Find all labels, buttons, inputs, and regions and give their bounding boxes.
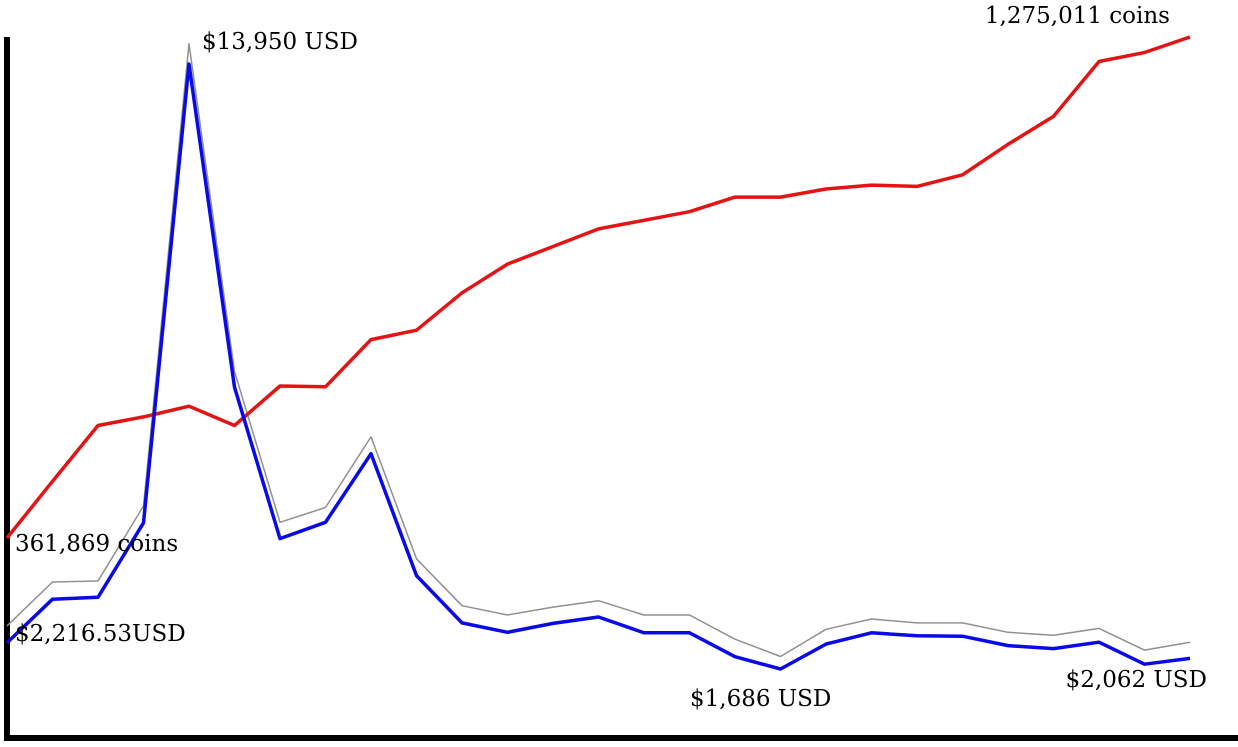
data-label-0-1: 1,275,011 coins [985,3,1170,29]
data-label-1-0: $2,216.53USD [15,621,186,647]
data-label-1-2: $1,686 USD [690,686,831,712]
series-line-0 [5,35,1191,540]
data-label-0-0: 361,869 coins [15,531,178,557]
series-line-2 [6,43,1191,658]
data-label-1-3: $2,062 USD [1066,667,1207,693]
series-line-1 [5,62,1191,671]
annotation-layer: 361,869 coins 1,275,011 coins $2,216.53USD… [15,3,1207,712]
series-layer [5,35,1191,671]
data-label-1-1: $13,950 USD [202,29,358,55]
